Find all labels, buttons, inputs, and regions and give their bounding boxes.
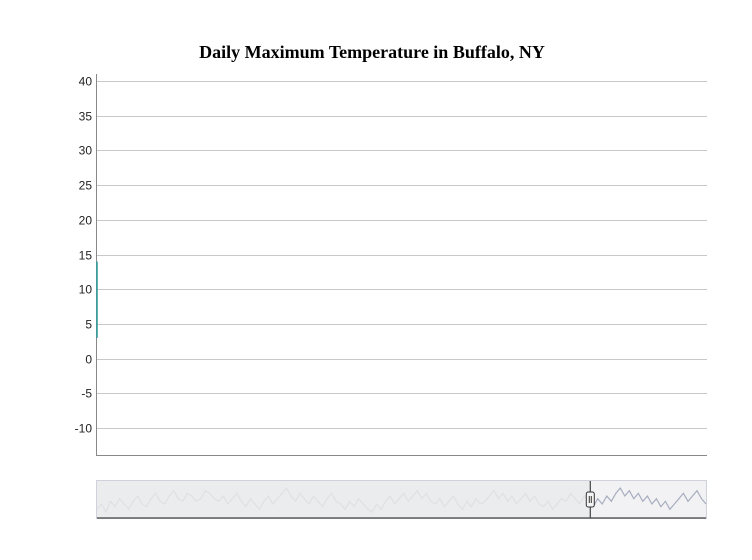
y-tick-label: 15 xyxy=(79,249,93,263)
y-tick-label: 35 xyxy=(79,110,93,124)
y-tick-label: 25 xyxy=(79,179,93,193)
y-tick-label: 40 xyxy=(79,75,93,89)
chart-title: Daily Maximum Temperature in Buffalo, NY xyxy=(199,42,545,62)
gridlines xyxy=(96,81,707,429)
navigator-handle[interactable] xyxy=(585,491,595,508)
y-tick-label: -5 xyxy=(81,387,92,401)
y-tick-label: -10 xyxy=(75,422,93,436)
navigator-series-selected xyxy=(588,486,707,511)
y-tick-label: 0 xyxy=(85,353,92,367)
navigator-mask xyxy=(97,481,591,518)
navigator[interactable] xyxy=(96,480,707,519)
y-tick-label: 30 xyxy=(79,144,93,158)
y-tick-label: 20 xyxy=(79,214,93,228)
y-tick-label: 5 xyxy=(85,318,92,332)
y-axis-ticks: 40 35 30 25 20 15 10 5 0 -5 -10 xyxy=(75,75,93,436)
y-tick-label: 10 xyxy=(79,283,93,297)
